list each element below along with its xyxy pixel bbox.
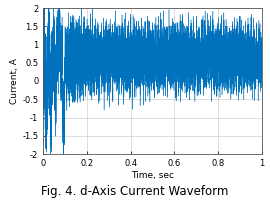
Text: Fig. 4. d-Axis Current Waveform: Fig. 4. d-Axis Current Waveform <box>41 185 229 198</box>
X-axis label: Time, sec: Time, sec <box>131 171 174 180</box>
Y-axis label: Current, A: Current, A <box>11 58 19 104</box>
